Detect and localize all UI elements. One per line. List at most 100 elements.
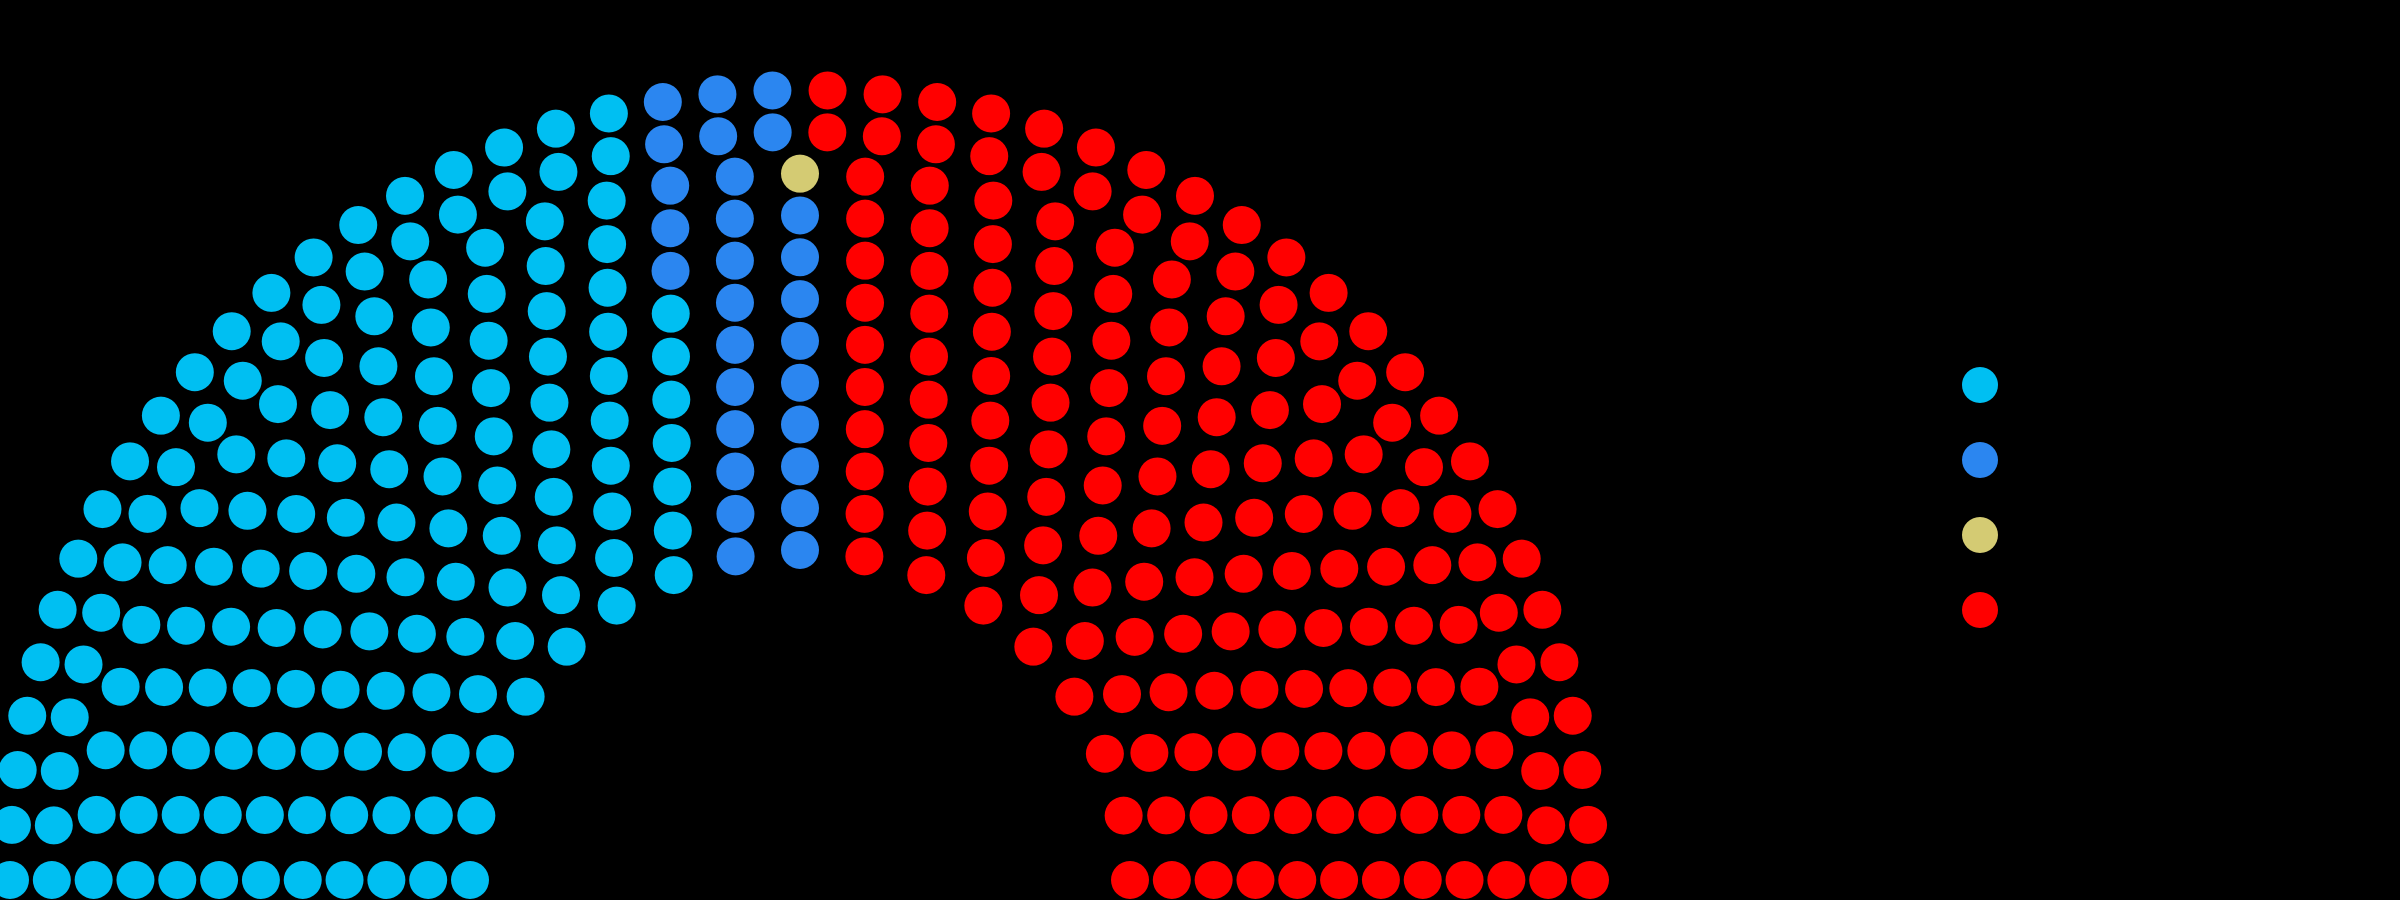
seat-party-cyan[interactable] bbox=[82, 593, 121, 632]
seat-party-cyan[interactable] bbox=[438, 195, 477, 234]
seat-party-cyan[interactable] bbox=[103, 543, 142, 582]
seat-party-red[interactable] bbox=[1029, 430, 1068, 469]
seat-party-red[interactable] bbox=[1104, 796, 1143, 835]
seat-party-cyan[interactable] bbox=[283, 861, 322, 899]
seat-party-cyan[interactable] bbox=[506, 677, 545, 716]
seat-party-cyan[interactable] bbox=[175, 353, 214, 392]
seat-party-cyan[interactable] bbox=[530, 383, 569, 422]
seat-party-red[interactable] bbox=[845, 452, 884, 491]
seat-party-red[interactable] bbox=[1329, 669, 1368, 708]
seat-party-blue[interactable] bbox=[651, 209, 690, 248]
seat-party-red[interactable] bbox=[1123, 195, 1162, 234]
seat-party-blue[interactable] bbox=[715, 283, 754, 322]
seat-party-red[interactable] bbox=[1487, 861, 1526, 899]
seat-party-cyan[interactable] bbox=[212, 312, 251, 351]
seat-party-red[interactable] bbox=[846, 283, 885, 322]
seat-party-red[interactable] bbox=[1540, 643, 1579, 682]
seat-party-red[interactable] bbox=[1445, 861, 1484, 899]
seat-party-cyan[interactable] bbox=[101, 667, 140, 706]
seat-party-red[interactable] bbox=[1433, 494, 1472, 533]
seat-party-red[interactable] bbox=[1240, 670, 1279, 709]
legend-swatch-party-khaki[interactable] bbox=[1962, 517, 1998, 553]
seat-party-red[interactable] bbox=[1191, 450, 1230, 489]
seat-party-cyan[interactable] bbox=[451, 861, 489, 899]
seat-party-cyan[interactable] bbox=[116, 861, 155, 899]
seat-party-red[interactable] bbox=[1256, 338, 1295, 377]
seat-party-red[interactable] bbox=[1404, 448, 1443, 487]
seat-party-red[interactable] bbox=[910, 294, 949, 333]
seat-party-red[interactable] bbox=[1206, 297, 1245, 336]
seat-party-blue[interactable] bbox=[699, 117, 738, 156]
seat-party-blue[interactable] bbox=[716, 452, 755, 491]
seat-party-cyan[interactable] bbox=[241, 861, 280, 899]
seat-party-red[interactable] bbox=[1152, 260, 1191, 299]
seat-party-red[interactable] bbox=[910, 209, 949, 248]
seat-party-red[interactable] bbox=[968, 492, 1007, 531]
seat-party-cyan[interactable] bbox=[223, 361, 262, 400]
seat-party-red[interactable] bbox=[1390, 731, 1429, 770]
seat-party-cyan[interactable] bbox=[476, 734, 515, 773]
seat-party-blue[interactable] bbox=[651, 251, 690, 290]
seat-party-red[interactable] bbox=[1272, 551, 1311, 590]
seat-party-red[interactable] bbox=[1085, 734, 1124, 773]
seat-party-cyan[interactable] bbox=[423, 457, 462, 496]
seat-party-cyan[interactable] bbox=[412, 673, 451, 712]
seat-party-cyan[interactable] bbox=[32, 861, 71, 899]
seat-party-red[interactable] bbox=[910, 251, 949, 290]
seat-party-red[interactable] bbox=[1083, 466, 1122, 505]
seat-party-blue[interactable] bbox=[753, 113, 792, 152]
seat-party-red[interactable] bbox=[973, 225, 1012, 264]
seat-party-cyan[interactable] bbox=[241, 549, 280, 588]
seat-party-red[interactable] bbox=[1303, 385, 1342, 424]
seat-party-red[interactable] bbox=[1381, 489, 1420, 528]
seat-party-red[interactable] bbox=[1259, 285, 1298, 324]
seat-party-red[interactable] bbox=[973, 268, 1012, 307]
seat-party-cyan[interactable] bbox=[34, 806, 73, 845]
seat-party-red[interactable] bbox=[1420, 396, 1459, 435]
seat-party-red[interactable] bbox=[1553, 696, 1592, 735]
seat-party-red[interactable] bbox=[1027, 477, 1066, 516]
seat-party-red[interactable] bbox=[846, 241, 885, 280]
seat-party-cyan[interactable] bbox=[40, 752, 79, 791]
seat-party-cyan[interactable] bbox=[203, 795, 242, 834]
seat-party-cyan[interactable] bbox=[386, 176, 424, 215]
seat-party-red[interactable] bbox=[1450, 442, 1489, 481]
seat-party-red[interactable] bbox=[970, 137, 1009, 176]
seat-party-red[interactable] bbox=[1403, 861, 1442, 899]
seat-party-red[interactable] bbox=[1278, 861, 1317, 899]
seat-party-red[interactable] bbox=[1521, 752, 1560, 791]
seat-party-red[interactable] bbox=[1202, 347, 1241, 386]
seat-party-red[interactable] bbox=[1523, 590, 1562, 629]
seat-party-red[interactable] bbox=[1189, 796, 1228, 835]
seat-party-red[interactable] bbox=[1174, 733, 1213, 772]
seat-party-red[interactable] bbox=[1197, 398, 1236, 437]
seat-party-cyan[interactable] bbox=[536, 109, 575, 148]
seat-party-red[interactable] bbox=[1386, 353, 1425, 392]
seat-party-blue[interactable] bbox=[781, 447, 819, 486]
seat-party-blue[interactable] bbox=[643, 83, 682, 121]
seat-party-red[interactable] bbox=[1152, 861, 1191, 899]
seat-party-cyan[interactable] bbox=[326, 498, 365, 537]
seat-party-cyan[interactable] bbox=[654, 556, 693, 595]
seat-party-cyan[interactable] bbox=[414, 357, 453, 396]
seat-party-cyan[interactable] bbox=[21, 643, 60, 682]
seat-party-red[interactable] bbox=[1034, 292, 1073, 331]
seat-party-red[interactable] bbox=[1194, 861, 1233, 899]
seat-party-khaki[interactable] bbox=[781, 154, 819, 193]
seat-party-cyan[interactable] bbox=[289, 551, 328, 590]
seat-party-red[interactable] bbox=[1147, 357, 1186, 396]
seat-party-blue[interactable] bbox=[715, 199, 754, 238]
seat-party-cyan[interactable] bbox=[587, 181, 626, 220]
seat-party-red[interactable] bbox=[1320, 861, 1359, 899]
seat-party-cyan[interactable] bbox=[414, 796, 453, 835]
seat-party-red[interactable] bbox=[862, 117, 901, 156]
seat-party-blue[interactable] bbox=[698, 75, 737, 114]
seat-party-cyan[interactable] bbox=[485, 128, 524, 167]
seat-party-red[interactable] bbox=[1065, 622, 1104, 660]
seat-party-cyan[interactable] bbox=[588, 225, 627, 264]
seat-party-cyan[interactable] bbox=[527, 292, 566, 331]
seat-party-blue[interactable] bbox=[753, 71, 792, 110]
seat-party-cyan[interactable] bbox=[287, 796, 326, 835]
seat-party-red[interactable] bbox=[1184, 503, 1223, 542]
seat-party-cyan[interactable] bbox=[372, 796, 411, 835]
